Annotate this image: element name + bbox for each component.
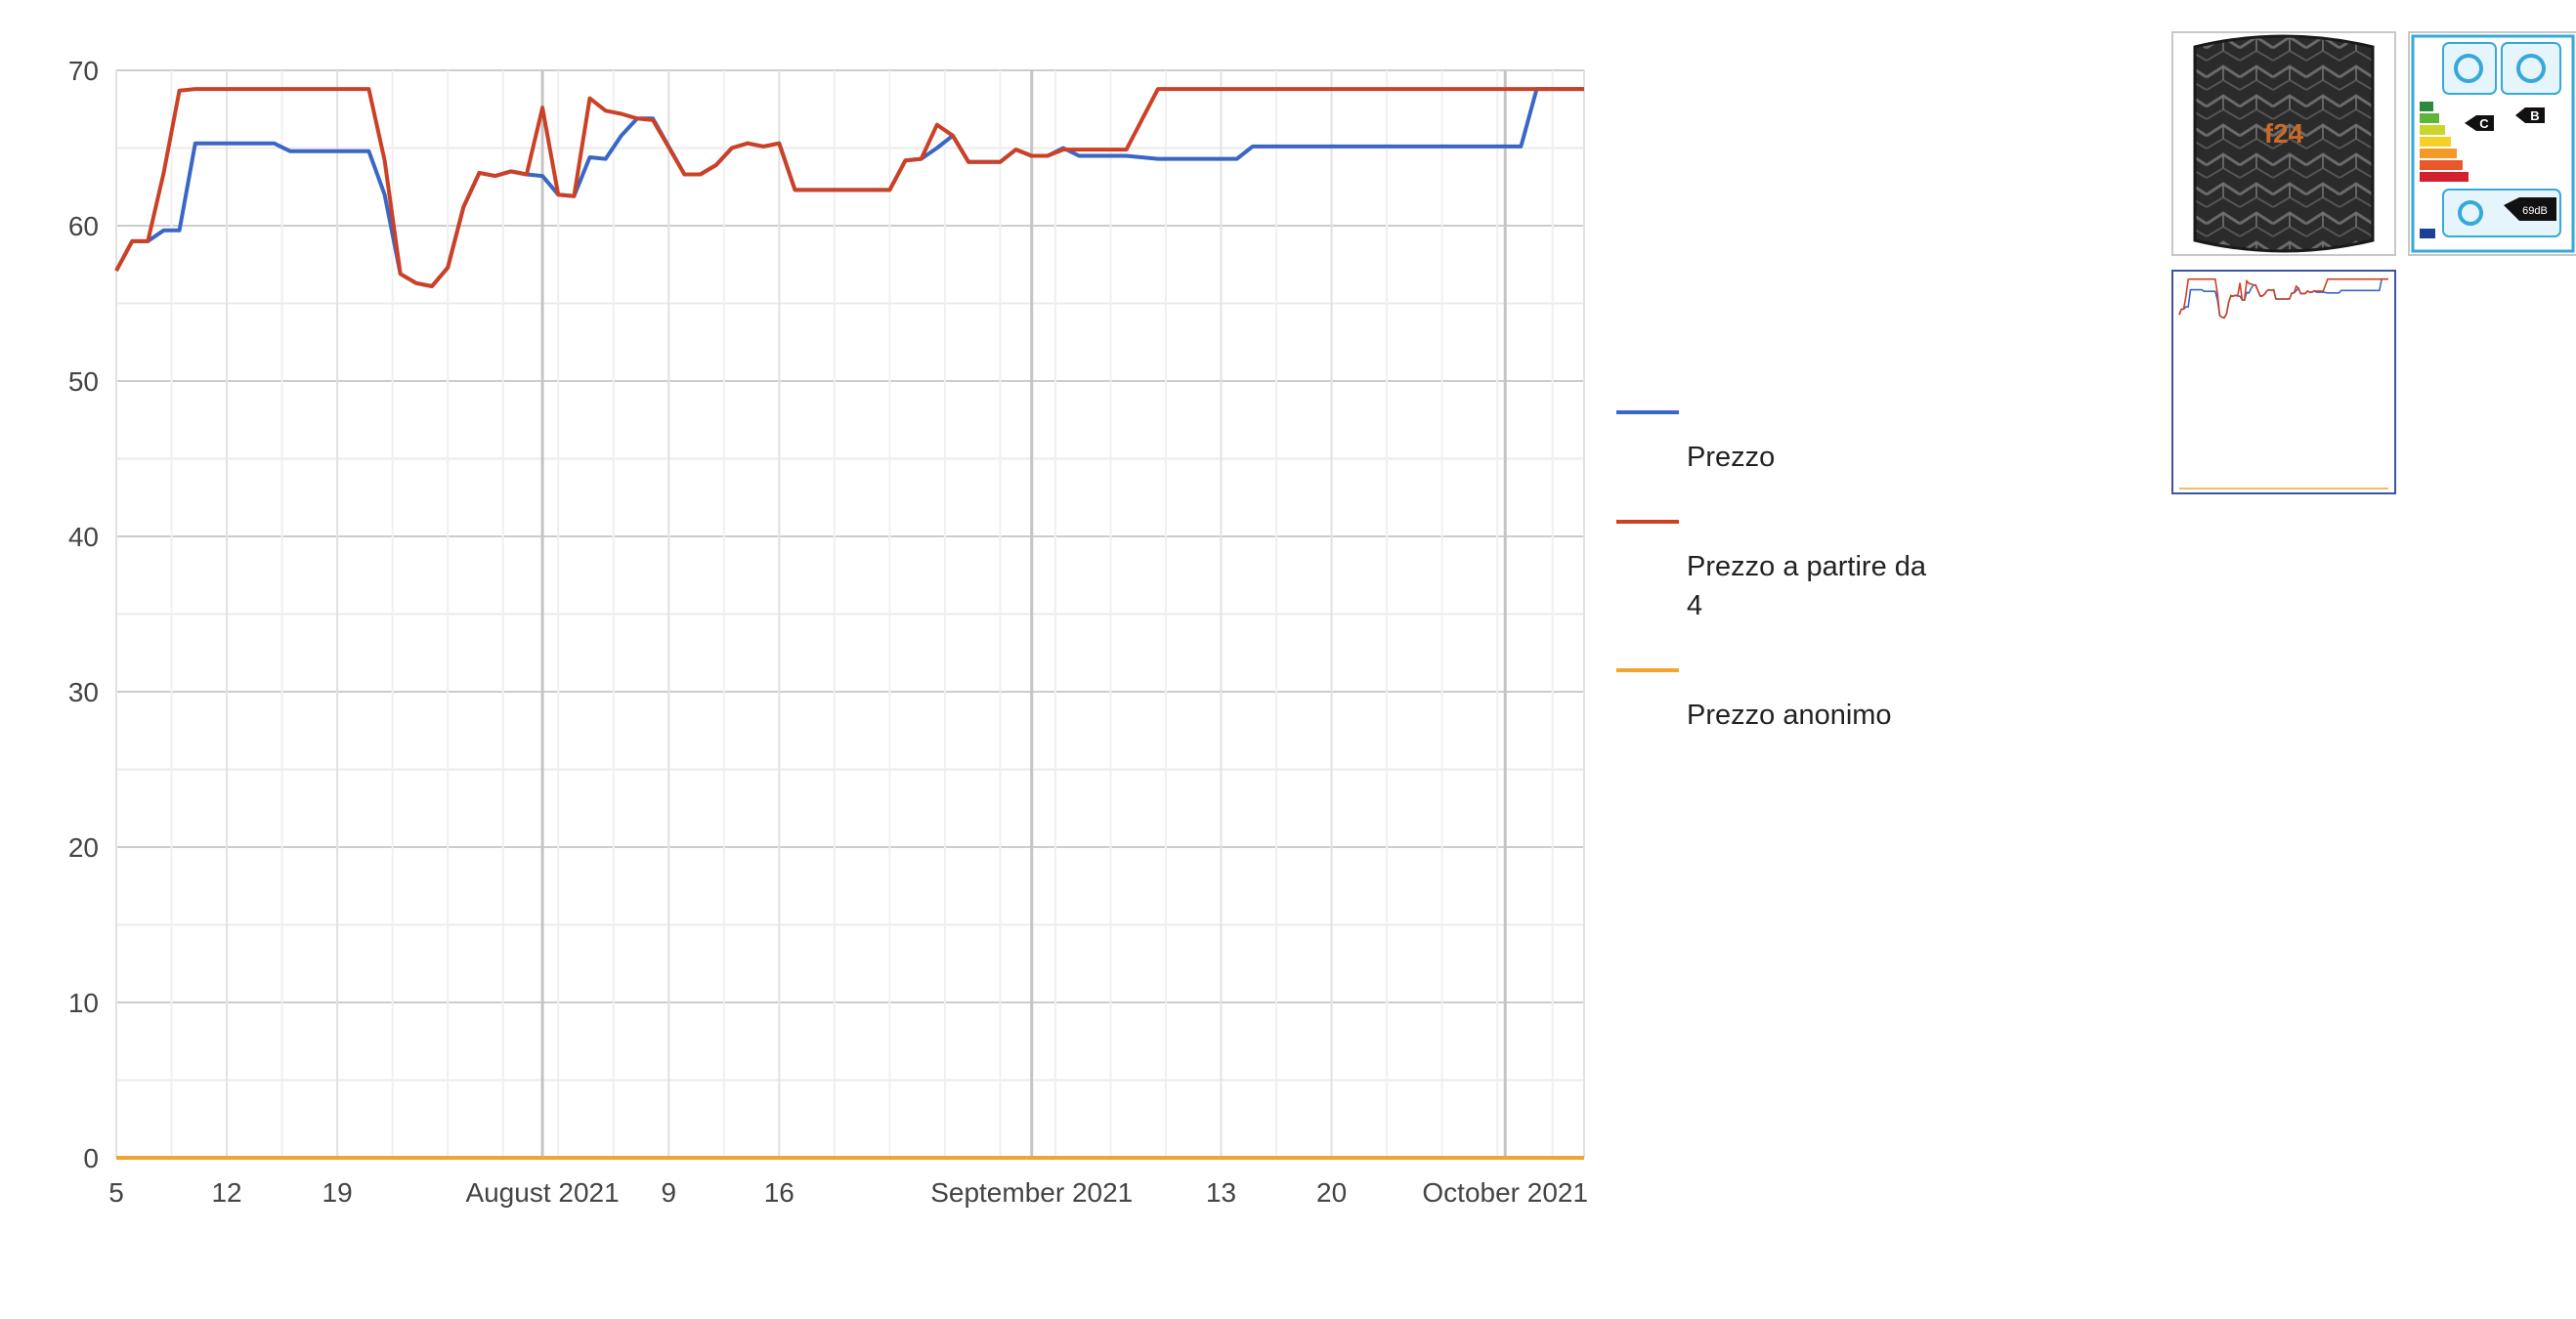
x-tick-label: October 2021	[1422, 1177, 1588, 1208]
x-tick-label: 12	[211, 1177, 241, 1208]
legend-label-prezzo-a-partire-da-4: Prezzo a partire da 4	[1687, 551, 1927, 621]
y-tick-label: 60	[68, 211, 99, 241]
mini-price-chart-icon	[2178, 277, 2388, 489]
legend-swatch-prezzo-a-partire-da-4	[1616, 520, 1679, 524]
x-tick-label: 20	[1316, 1177, 1347, 1208]
legend-item-prezzo-a-partire-da-4[interactable]: Prezzo a partire da 4	[1612, 520, 1935, 625]
x-tick-label: 19	[322, 1177, 353, 1208]
tire-tread-icon: f24	[2173, 33, 2394, 254]
y-tick-label: 10	[68, 988, 99, 1018]
tire-photo-thumbnail[interactable]: f24	[2171, 31, 2396, 256]
mini-series-line	[2178, 277, 2388, 319]
series-line-prezzo-a-partire-da-4[interactable]	[114, 87, 1584, 288]
chart-legend: Prezzo Prezzo a partire da 4 Prezzo anon…	[1612, 410, 1935, 778]
svg-text:69dB: 69dB	[2522, 205, 2548, 217]
x-tick-label: 16	[764, 1177, 794, 1208]
x-tick-label: September 2021	[930, 1177, 1133, 1208]
legend-item-prezzo-anonimo[interactable]: Prezzo anonimo	[1612, 668, 1935, 735]
x-axis-labels: 5 12 19 August 2021 9 16 September 2021 13 20 Oct…	[108, 1177, 1588, 1208]
legend-swatch-prezzo	[1616, 410, 1679, 414]
price-history-chart: 0 10 20 30 40 50 60 70 5 12 19 August 2021 9 16 Septe…	[68, 56, 1588, 1208]
y-axis-labels: 0 10 20 30 40 50 60 70	[68, 56, 99, 1173]
legend-label-prezzo: Prezzo	[1687, 442, 1776, 473]
grid-lines	[115, 69, 1585, 1159]
y-tick-label: 50	[68, 366, 99, 397]
x-tick-label: 5	[108, 1177, 124, 1208]
y-tick-label: 40	[68, 522, 99, 552]
legend-swatch-prezzo-anonimo	[1616, 668, 1679, 672]
eu-tire-label-icon: C B 69dB	[2410, 33, 2576, 254]
x-tick-label: 9	[661, 1177, 676, 1208]
x-tick-label: 13	[1206, 1177, 1236, 1208]
y-tick-label: 30	[68, 677, 99, 707]
y-tick-label: 20	[68, 832, 99, 863]
svg-text:f24: f24	[2264, 118, 2304, 149]
legend-label-prezzo-anonimo: Prezzo anonimo	[1687, 700, 1892, 731]
price-chart-thumbnail[interactable]	[2171, 270, 2396, 494]
x-tick-label: August 2021	[465, 1177, 619, 1208]
svg-text:C: C	[2479, 116, 2489, 131]
svg-text:B: B	[2530, 108, 2539, 123]
legend-item-prezzo[interactable]: Prezzo	[1612, 410, 1935, 477]
y-tick-label: 70	[68, 56, 99, 86]
series-lines	[114, 87, 1584, 1160]
eu-tire-label-thumbnail[interactable]: C B 69dB	[2408, 31, 2576, 256]
y-tick-label: 0	[83, 1143, 99, 1173]
